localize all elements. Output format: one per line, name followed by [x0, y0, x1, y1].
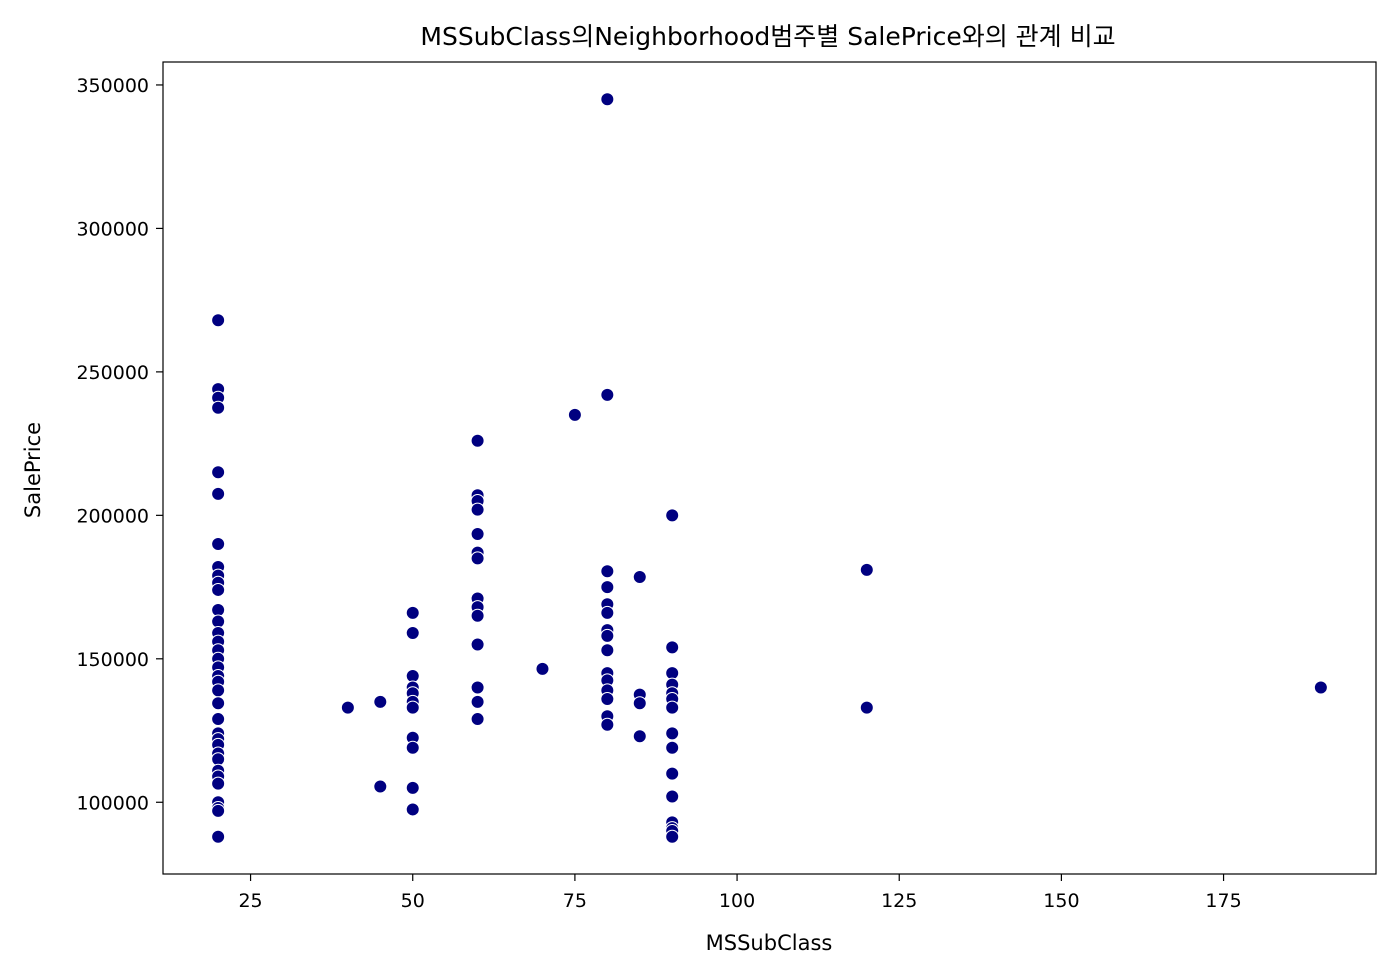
- y-tick-label: 300000: [76, 218, 149, 240]
- x-tick-label: 50: [401, 890, 425, 912]
- scatter-point: [470, 526, 485, 541]
- scatter-point: [211, 776, 226, 791]
- scatter-point: [859, 700, 874, 715]
- scatter-point: [600, 387, 615, 402]
- x-tick-label: 100: [719, 890, 755, 912]
- scatter-point: [665, 740, 680, 755]
- plot-frame: [162, 61, 1377, 875]
- scatter-point: [632, 696, 647, 711]
- scatter-point: [665, 829, 680, 844]
- x-tick-label: 75: [563, 890, 587, 912]
- scatter-point: [600, 605, 615, 620]
- scatter-point: [600, 580, 615, 595]
- scatter-point: [340, 700, 355, 715]
- scatter-point: [211, 486, 226, 501]
- scatter-point: [405, 802, 420, 817]
- scatter-point: [405, 625, 420, 640]
- y-tick-label: 250000: [76, 362, 149, 384]
- scatter-point: [665, 508, 680, 523]
- x-tick-label: 125: [881, 890, 917, 912]
- y-tick-label: 150000: [76, 649, 149, 671]
- scatter-point: [470, 694, 485, 709]
- scatter-point: [470, 608, 485, 623]
- plot-area: [163, 62, 1376, 874]
- scatter-point: [535, 661, 550, 676]
- scatter-point: [665, 700, 680, 715]
- scatter-point: [211, 313, 226, 328]
- y-axis-label: SalePrice: [21, 422, 45, 518]
- scatter-point: [211, 683, 226, 698]
- scatter-point: [211, 582, 226, 597]
- scatter-point: [470, 680, 485, 695]
- y-tick-label: 350000: [76, 75, 149, 97]
- scatter-points: [211, 92, 1328, 844]
- scatter-point: [211, 400, 226, 415]
- scatter-point: [1313, 680, 1328, 695]
- x-axis-ticks: 25 50 75 100 125 150 175: [238, 874, 1242, 912]
- x-tick-label: 25: [238, 890, 262, 912]
- scatter-point: [859, 562, 874, 577]
- scatter-point: [665, 789, 680, 804]
- scatter-point: [470, 637, 485, 652]
- scatter-point: [373, 779, 388, 794]
- scatter-point: [211, 712, 226, 727]
- x-axis-label: MSSubClass: [706, 931, 833, 955]
- scatter-point: [600, 691, 615, 706]
- x-tick-label: 150: [1043, 890, 1079, 912]
- scatter-point: [665, 726, 680, 741]
- scatter-point: [632, 570, 647, 585]
- scatter-point: [211, 465, 226, 480]
- scatter-point: [405, 740, 420, 755]
- chart-title: MSSubClass의Neighborhood범주별 SalePrice와의 관…: [420, 22, 1115, 51]
- scatter-point: [600, 564, 615, 579]
- scatter-point: [567, 407, 582, 422]
- scatter-point: [632, 729, 647, 744]
- scatter-point: [211, 696, 226, 711]
- scatter-point: [405, 780, 420, 795]
- scatter-point: [211, 829, 226, 844]
- scatter-point: [665, 766, 680, 781]
- scatter-point: [665, 640, 680, 655]
- y-tick-label: 200000: [76, 505, 149, 527]
- scatter-point: [405, 700, 420, 715]
- scatter-point: [470, 502, 485, 517]
- scatter-point: [600, 717, 615, 732]
- scatter-point: [405, 605, 420, 620]
- scatter-point: [600, 92, 615, 107]
- scatter-point: [470, 712, 485, 727]
- scatter-point: [373, 694, 388, 709]
- y-tick-label: 100000: [76, 792, 149, 814]
- x-tick-label: 175: [1205, 890, 1241, 912]
- scatter-point: [211, 537, 226, 552]
- scatter-point: [600, 628, 615, 643]
- scatter-point: [470, 551, 485, 566]
- scatter-point: [600, 643, 615, 658]
- scatter-point: [470, 433, 485, 448]
- y-axis-ticks: 100000 150000 200000 250000 300000 350000: [76, 75, 163, 814]
- scatter-point: [211, 803, 226, 818]
